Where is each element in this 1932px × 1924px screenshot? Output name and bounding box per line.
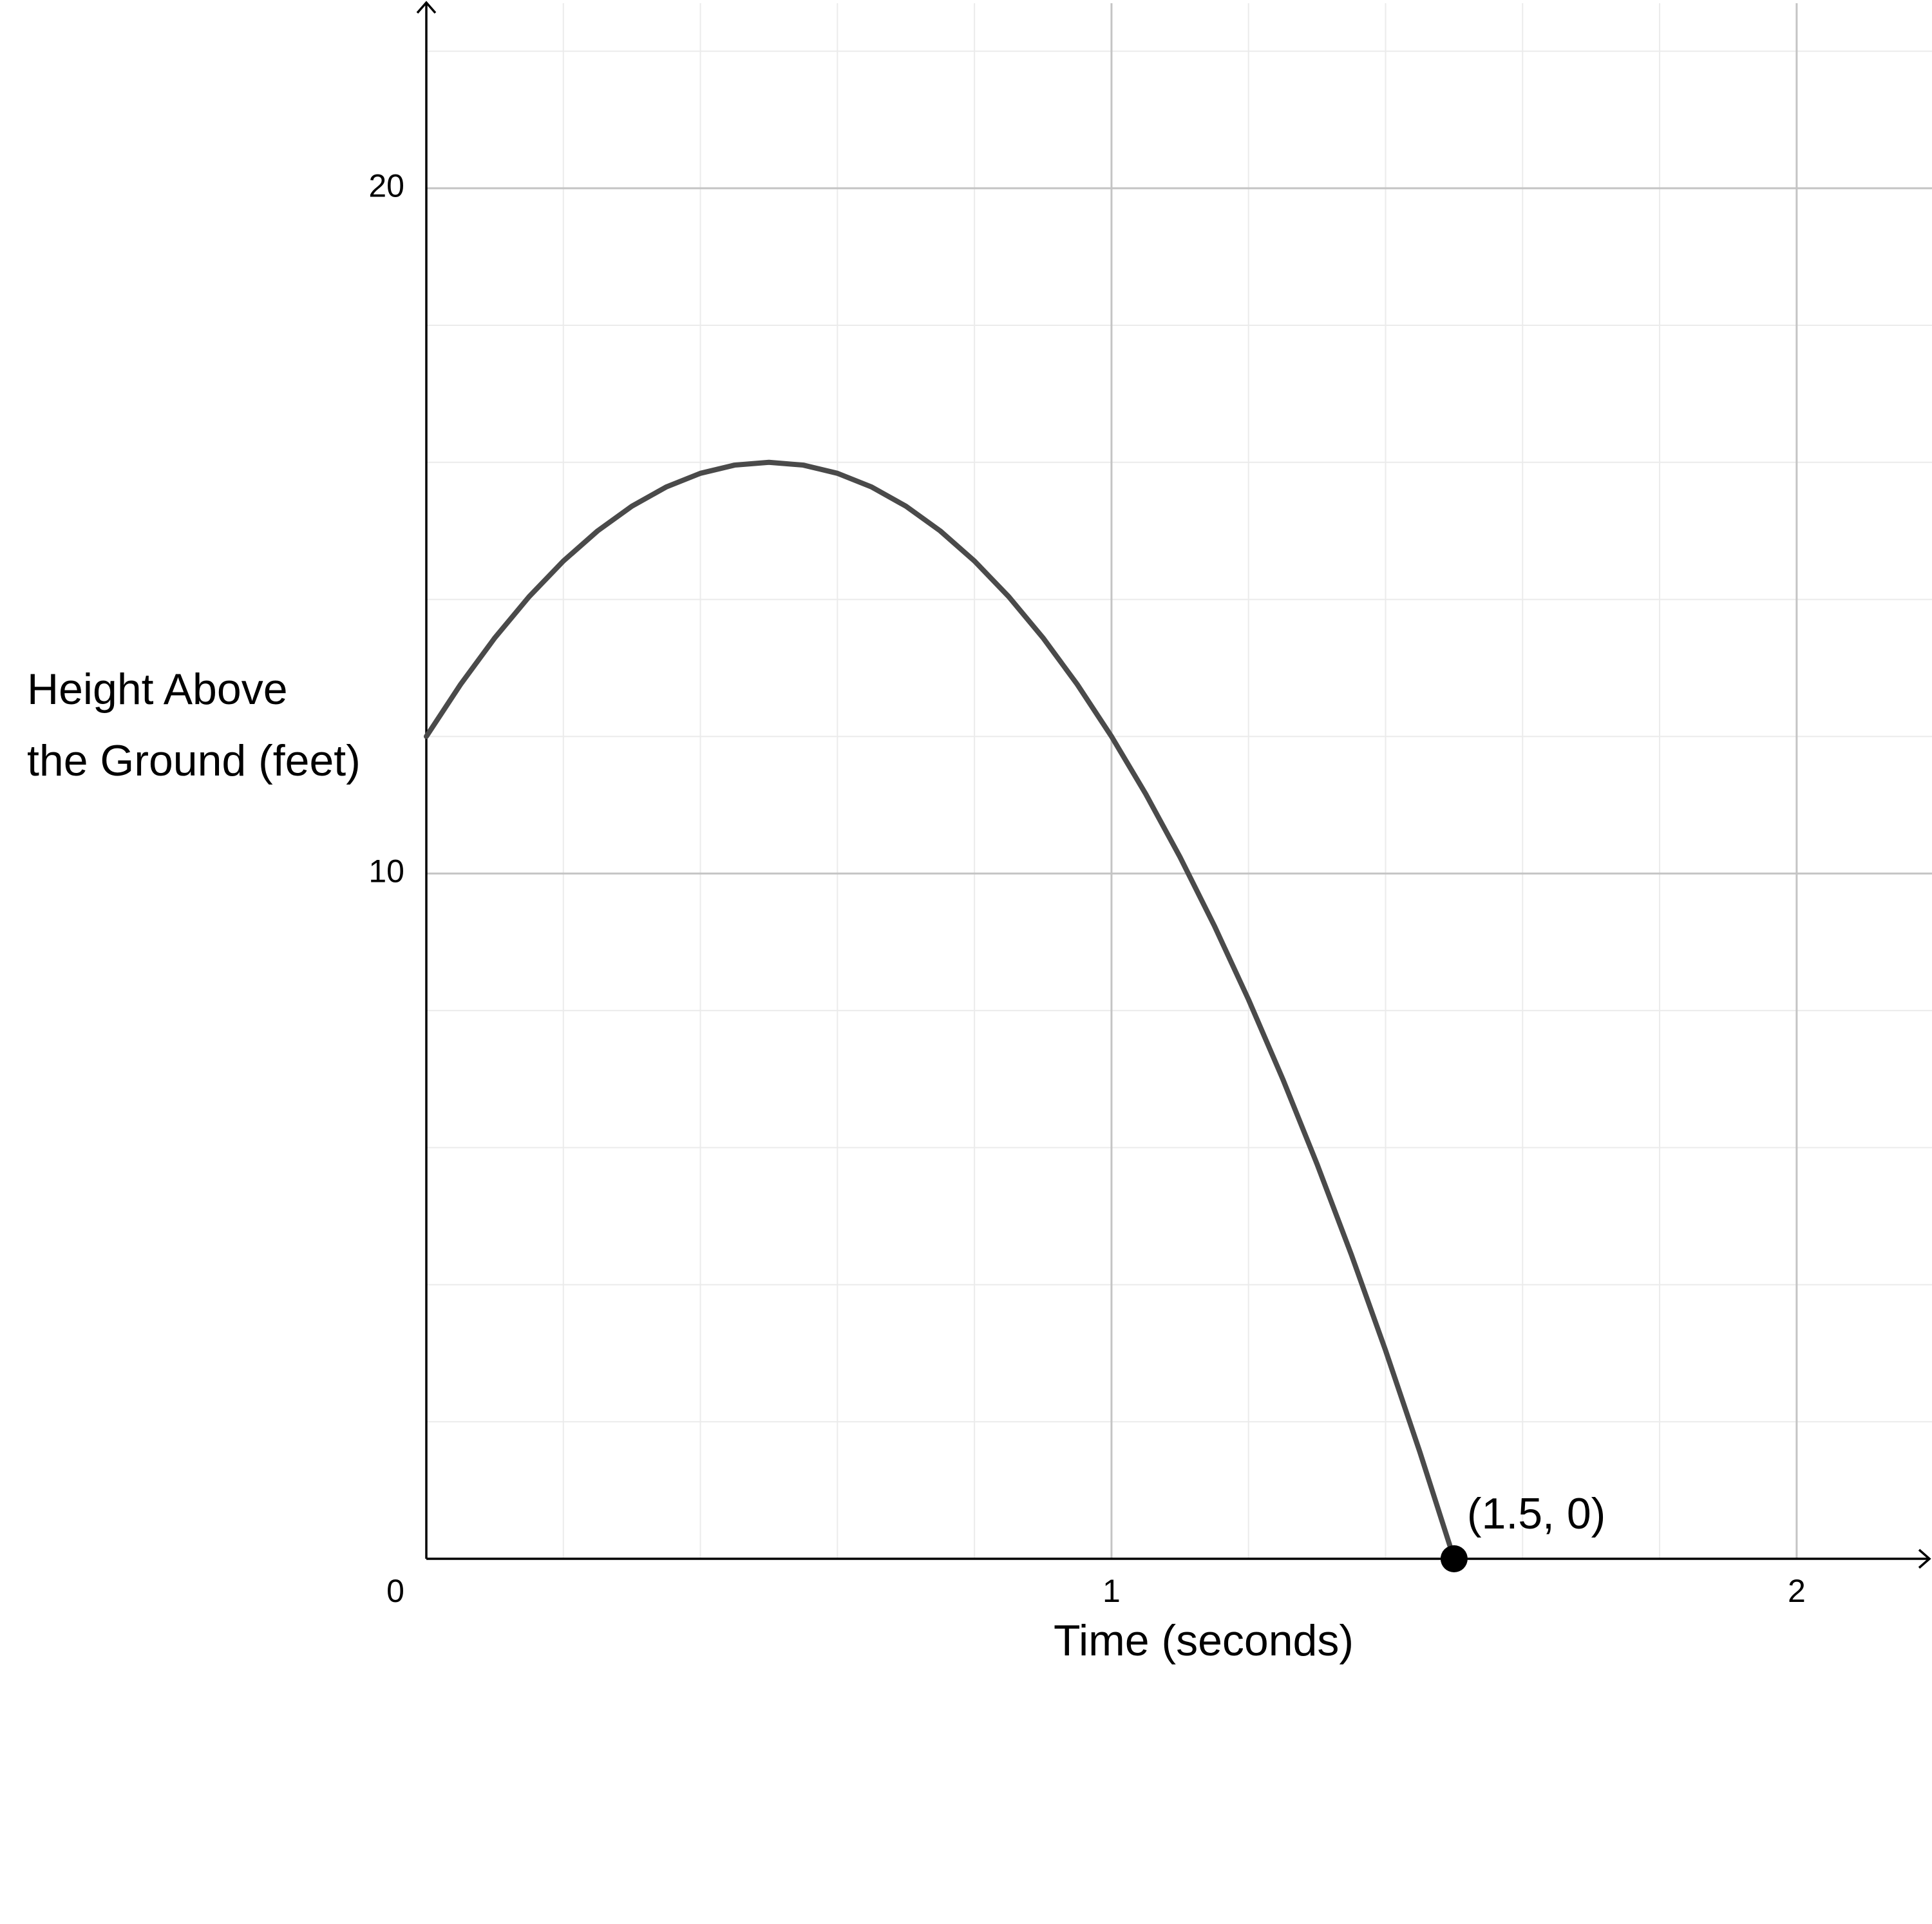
y-tick-label: 10	[368, 853, 404, 889]
y-axis-label: Height Above	[27, 665, 288, 714]
y-tick-label: 20	[368, 167, 404, 204]
x-tick-label: 1	[1103, 1573, 1121, 1609]
line-series	[424, 459, 1457, 1561]
marks: (1.5, 0)	[424, 459, 1605, 1572]
x-axis-label: Time (seconds)	[1054, 1616, 1354, 1665]
grid	[426, 3, 1932, 1559]
axes: 0 1 2 10 20	[368, 1, 1931, 1609]
point-label: (1.5, 0)	[1467, 1489, 1605, 1538]
x-tick-label: 0	[386, 1573, 404, 1609]
y-axis-label: the Ground (feet)	[27, 736, 361, 785]
x-axis-arrow	[1918, 1548, 1931, 1569]
y-axis-arrow	[416, 1, 437, 14]
point	[1440, 1545, 1468, 1572]
x-tick-label: 2	[1788, 1573, 1806, 1609]
